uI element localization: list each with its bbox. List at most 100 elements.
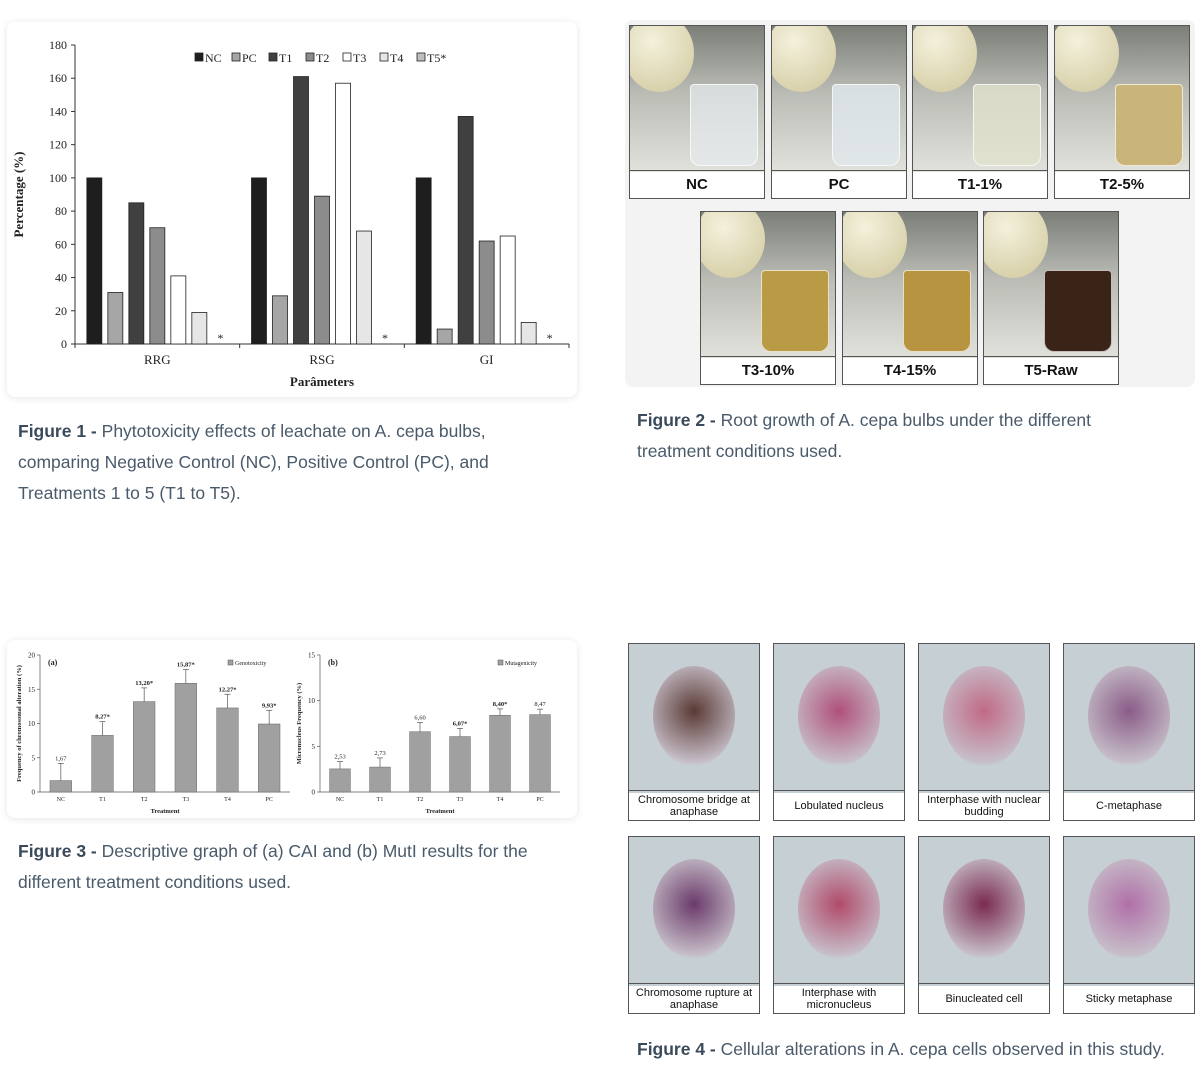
value-label: 8,40* — [493, 701, 508, 708]
photo — [630, 26, 764, 172]
value-label: 8,27* — [95, 714, 110, 721]
panel-label: T5-Raw — [984, 356, 1118, 384]
bar — [335, 82, 351, 345]
photo-panel: T5-Raw — [983, 211, 1119, 385]
figure-1-chart: 0 20 40 60 80 100 120 140 160 180 Percentage (%) Pa… — [11, 38, 570, 389]
bar — [356, 230, 372, 345]
bar — [49, 780, 72, 793]
cup — [1044, 270, 1112, 352]
legend-label: T4 — [390, 51, 403, 65]
photo — [701, 212, 835, 358]
legend-swatch — [497, 659, 504, 666]
photo-panel: Interphase with micronucleus — [773, 836, 905, 1014]
x-tick-label: T2 — [417, 797, 424, 803]
y-tick-label: 0 — [61, 337, 67, 351]
panel-label: T2-5% — [1055, 170, 1189, 198]
caption-text: Root growth of A. cepa bulbs under the d… — [637, 410, 1091, 461]
caption-label: Figure 1 - — [18, 421, 97, 441]
bar — [457, 116, 474, 345]
bar — [191, 312, 208, 345]
photo-panel: Lobulated nucleus — [773, 643, 905, 821]
bar — [174, 683, 197, 793]
legend-swatch — [379, 52, 389, 62]
value-label: 9,93* — [262, 702, 277, 709]
panel-label: T4-15% — [843, 356, 977, 384]
x-axis-label: Treatment — [426, 808, 456, 815]
cup — [690, 84, 758, 166]
y-tick-label: 100 — [49, 171, 67, 185]
figure-1-card: 0 20 40 60 80 100 120 140 160 180 Percentage (%) Pa… — [7, 22, 577, 397]
panel-label: Chromosome rupture at anaphase — [629, 983, 759, 1013]
x-tick-label: T3 — [182, 797, 189, 803]
photo-panel: C-metaphase — [1063, 643, 1195, 821]
panel-label: Chromosome bridge at anaphase — [629, 790, 759, 820]
y-tick-label: 20 — [28, 652, 36, 660]
y-tick-label: 20 — [55, 304, 67, 318]
bar — [293, 76, 309, 345]
legend-label: Genotoxicity — [235, 661, 266, 667]
y-tick-label: 60 — [55, 237, 67, 251]
legend-label: NC — [205, 51, 222, 65]
panel-label: Interphase with nuclear budding — [919, 790, 1049, 820]
panel-label: Sticky metaphase — [1064, 983, 1194, 1013]
figure-4-caption: Figure 4 - Cellular alterations in A. ce… — [637, 1034, 1197, 1065]
value-label: 1,67 — [55, 755, 67, 762]
caption-text: Cellular alterations in A. cepa cells ob… — [720, 1039, 1165, 1059]
figure-3-caption: Figure 3 - Descriptive graph of (a) CAI … — [18, 836, 558, 898]
photo-panel: Interphase with nuclear budding — [918, 643, 1050, 821]
y-tick-label: 10 — [28, 720, 36, 728]
photo — [629, 644, 759, 793]
x-tick-label: PC — [536, 797, 543, 803]
y-axis-label: Percentage (%) — [11, 151, 26, 237]
bar — [107, 292, 124, 345]
bar — [489, 715, 511, 793]
bar — [133, 701, 156, 793]
value-label: 6,60 — [414, 715, 425, 722]
bar — [329, 768, 351, 793]
x-tick-label: NC — [336, 797, 344, 803]
y-tick-label: 140 — [49, 104, 67, 118]
figure-2-card: NC PC T1-1% T2-5% T3-10% T4-15% T5-Raw — [625, 20, 1195, 387]
legend-swatch — [268, 52, 278, 62]
y-tick-label: 120 — [49, 138, 67, 152]
onion — [701, 212, 765, 278]
legend-swatch — [231, 52, 241, 62]
photo — [913, 26, 1047, 172]
caption-text: Descriptive graph of (a) CAI and (b) Mut… — [18, 841, 528, 892]
bar — [415, 177, 432, 345]
panel-label: Binucleated cell — [919, 983, 1049, 1013]
cell — [943, 859, 1025, 959]
y-tick-label: 80 — [55, 204, 67, 218]
value-label: * — [217, 331, 223, 345]
photo — [774, 837, 904, 986]
bar — [86, 177, 103, 345]
photo-panel: T2-5% — [1054, 25, 1190, 199]
cell — [653, 859, 735, 959]
value-label: 2,73 — [374, 750, 385, 757]
x-tick-label: T3 — [457, 797, 464, 803]
panel-label: C-metaphase — [1064, 790, 1194, 820]
value-label: * — [382, 331, 388, 345]
y-tick-label: 10 — [308, 697, 316, 705]
photo-panel: T3-10% — [700, 211, 836, 385]
y-tick-label: 0 — [32, 789, 36, 797]
x-tick-label: T1 — [377, 797, 384, 803]
panel-label: (a) — [48, 658, 58, 667]
value-label: 12,27* — [219, 686, 237, 693]
x-tick-label: RSG — [309, 352, 334, 367]
onion — [772, 26, 836, 92]
legend-label: T2 — [316, 51, 329, 65]
cell — [1088, 666, 1170, 766]
photo — [919, 644, 1049, 793]
cup — [973, 84, 1041, 166]
cup — [903, 270, 971, 352]
x-tick-label: T4 — [497, 797, 504, 803]
photo-panel: T1-1% — [912, 25, 1048, 199]
bar — [436, 328, 453, 345]
bar — [128, 202, 145, 345]
cell — [1088, 859, 1170, 959]
onion — [843, 212, 907, 278]
bar — [478, 240, 495, 345]
bar — [314, 195, 330, 345]
x-tick-label: PC — [265, 797, 272, 803]
